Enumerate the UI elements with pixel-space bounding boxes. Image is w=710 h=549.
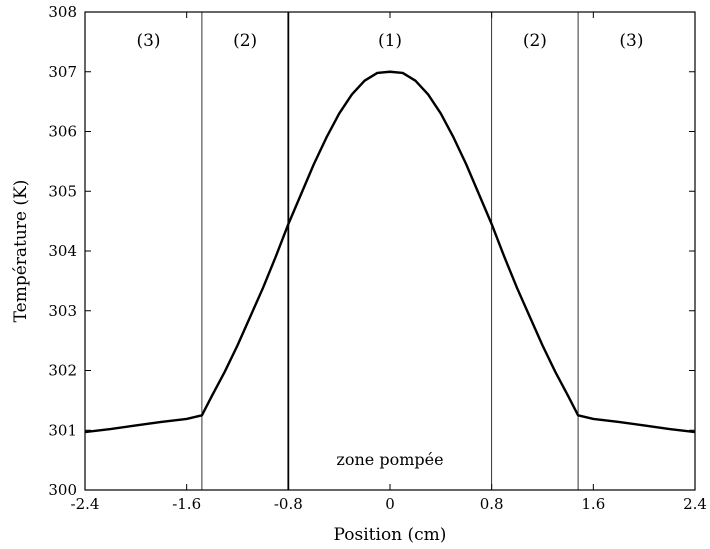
x-tick-label: 1.6 xyxy=(581,495,605,513)
y-tick-label: 305 xyxy=(48,182,77,200)
plot-frame xyxy=(84,11,696,491)
region-label: (1) xyxy=(378,31,402,51)
region-label: (2) xyxy=(523,31,547,51)
x-tick-label: 0.8 xyxy=(480,495,504,513)
x-tick-label: 2.4 xyxy=(683,495,707,513)
region-label: (3) xyxy=(619,31,643,51)
region-label: (3) xyxy=(136,31,160,51)
annotation-zone-pompee: zone pompée xyxy=(336,450,443,469)
region-label: (2) xyxy=(233,31,257,51)
x-tick-label: 0 xyxy=(385,495,395,513)
y-tick-label: 303 xyxy=(48,302,77,320)
x-axis-title: Position (cm) xyxy=(334,525,447,545)
y-tick-label: 306 xyxy=(48,123,77,141)
x-tick-label: -2.4 xyxy=(71,495,100,513)
y-tick-label: 308 xyxy=(48,3,77,21)
x-tick-label: -0.8 xyxy=(274,495,303,513)
plot-area xyxy=(85,12,695,490)
y-tick-label: 301 xyxy=(48,421,77,439)
y-tick-label: 302 xyxy=(48,362,77,380)
y-tick-label: 307 xyxy=(48,63,77,81)
y-tick-label: 304 xyxy=(48,242,77,260)
y-tick-label: 300 xyxy=(48,481,77,499)
temperature-line xyxy=(84,70,696,434)
y-axis-title: Température (K) xyxy=(11,180,31,323)
x-tick-label: -1.6 xyxy=(172,495,201,513)
